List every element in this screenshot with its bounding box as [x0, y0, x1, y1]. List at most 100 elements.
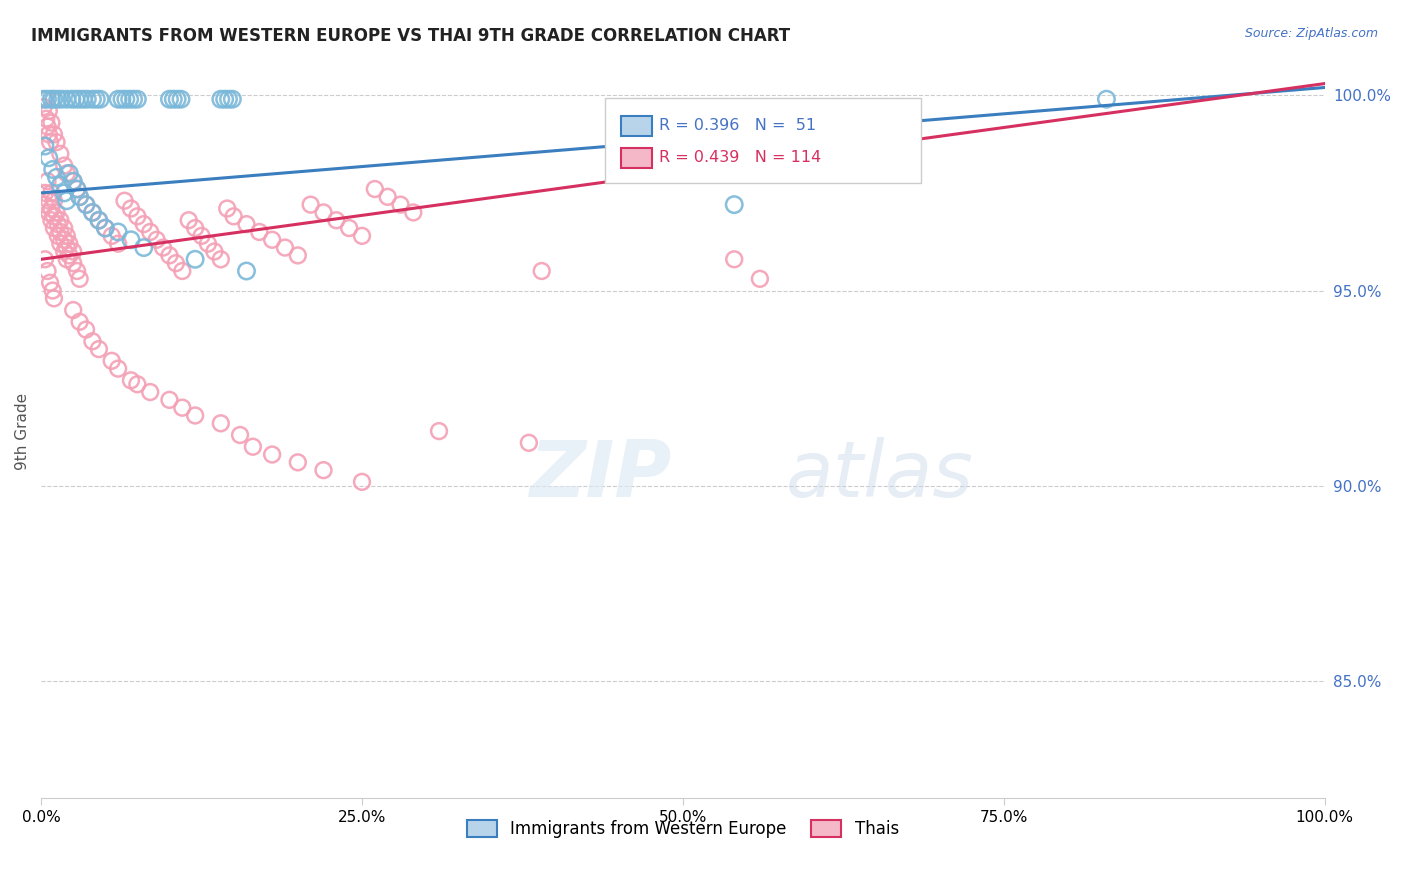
Point	[66, 182, 89, 196]
Point	[132, 241, 155, 255]
Point	[38, 103, 60, 118]
Point	[202, 244, 225, 259]
Point	[530, 264, 553, 278]
Point	[62, 256, 84, 270]
Point	[235, 264, 257, 278]
Text: Source: ZipAtlas.com: Source: ZipAtlas.com	[1244, 27, 1378, 40]
Point	[41, 186, 63, 200]
Point	[247, 225, 270, 239]
Point	[72, 92, 94, 106]
Point	[377, 190, 399, 204]
Point	[35, 112, 58, 126]
Point	[217, 202, 239, 216]
Point	[45, 205, 67, 219]
Point	[229, 428, 252, 442]
Point	[139, 225, 162, 239]
Point	[53, 186, 76, 200]
Point	[262, 233, 284, 247]
Point	[41, 115, 63, 129]
Point	[38, 128, 60, 142]
Point	[122, 92, 145, 106]
Point	[299, 197, 322, 211]
Point	[145, 233, 167, 247]
Point	[53, 244, 76, 259]
Text: R = 0.396   N =  51: R = 0.396 N = 51	[659, 119, 817, 133]
Point	[45, 170, 67, 185]
Point	[34, 197, 56, 211]
Point	[287, 455, 309, 469]
Point	[262, 448, 284, 462]
Point	[51, 92, 73, 106]
Point	[118, 92, 141, 106]
Point	[87, 213, 110, 227]
Point	[46, 228, 69, 243]
Point	[69, 315, 91, 329]
Point	[172, 401, 194, 415]
Point	[42, 92, 65, 106]
Point	[120, 233, 142, 247]
Point	[197, 236, 219, 251]
Point	[274, 241, 297, 255]
Point	[49, 236, 72, 251]
Point	[184, 221, 207, 235]
Point	[58, 236, 80, 251]
Point	[49, 213, 72, 227]
Point	[58, 166, 80, 180]
Point	[53, 221, 76, 235]
Point	[287, 248, 309, 262]
Point	[55, 252, 77, 267]
Point	[62, 244, 84, 259]
Point	[165, 256, 187, 270]
Point	[139, 385, 162, 400]
Point	[37, 174, 59, 188]
Point	[41, 92, 63, 106]
Point	[32, 100, 55, 114]
Point	[42, 291, 65, 305]
Point	[53, 159, 76, 173]
Point	[34, 252, 56, 267]
Point	[190, 228, 212, 243]
Point	[222, 210, 245, 224]
Point	[170, 92, 193, 106]
Point	[49, 178, 72, 193]
Point	[748, 272, 770, 286]
Point	[350, 475, 373, 489]
Point	[34, 92, 56, 106]
Point	[107, 225, 129, 239]
Point	[37, 120, 59, 134]
Point	[60, 92, 83, 106]
Point	[159, 92, 181, 106]
Point	[1095, 92, 1118, 106]
Point	[41, 202, 63, 216]
Point	[55, 241, 77, 255]
Point	[162, 92, 184, 106]
Point	[39, 276, 62, 290]
Point	[38, 151, 60, 165]
Point	[350, 228, 373, 243]
Point	[62, 174, 84, 188]
Point	[37, 92, 59, 106]
Point	[42, 128, 65, 142]
Point	[87, 213, 110, 227]
Point	[364, 182, 387, 196]
Point	[172, 264, 194, 278]
Point	[41, 213, 63, 227]
Point	[94, 221, 117, 235]
Point	[166, 92, 188, 106]
Point	[82, 205, 104, 219]
Point	[34, 186, 56, 200]
Point	[39, 135, 62, 149]
Point	[66, 182, 89, 196]
Text: atlas: atlas	[786, 437, 973, 513]
Point	[218, 92, 240, 106]
Point	[89, 92, 111, 106]
Point	[120, 373, 142, 387]
Point	[100, 228, 122, 243]
Legend: Immigrants from Western Europe, Thais: Immigrants from Western Europe, Thais	[460, 814, 905, 845]
Point	[242, 440, 264, 454]
Point	[184, 409, 207, 423]
Point	[152, 241, 174, 255]
Point	[75, 322, 97, 336]
Point	[45, 135, 67, 149]
Point	[42, 221, 65, 235]
